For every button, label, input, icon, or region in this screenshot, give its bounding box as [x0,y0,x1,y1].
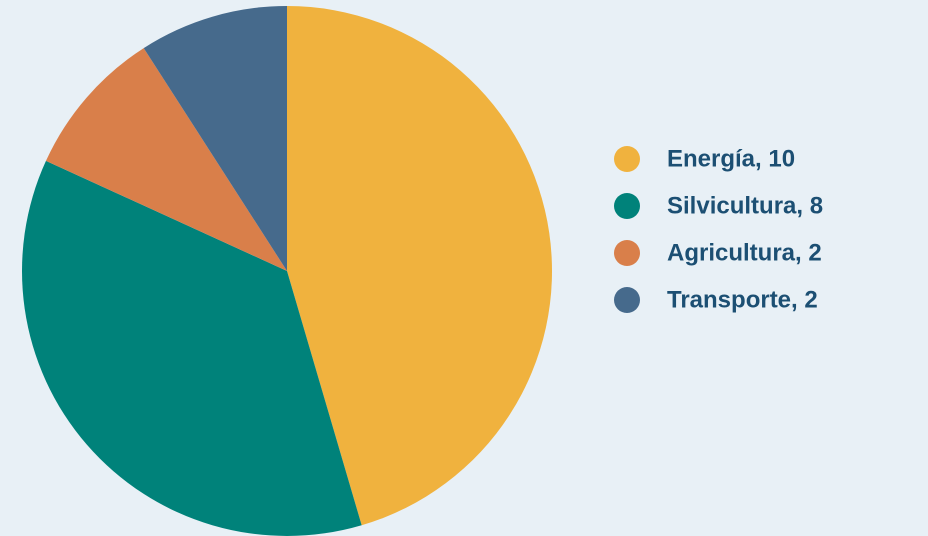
legend-label: Silvicultura, 8 [667,192,823,219]
legend-swatch [614,240,640,266]
pie-slice [143,6,287,271]
legend-label: Energía, 10 [667,145,795,172]
legend-label: Transporte, 2 [667,286,818,313]
pie-slice [287,6,552,526]
legend-label: Agricultura, 2 [667,239,822,266]
legend-swatch [614,287,640,313]
legend-swatch [614,146,640,172]
legend-swatch [614,193,640,219]
pie-slice [21,160,362,536]
pie-slice [45,48,287,272]
